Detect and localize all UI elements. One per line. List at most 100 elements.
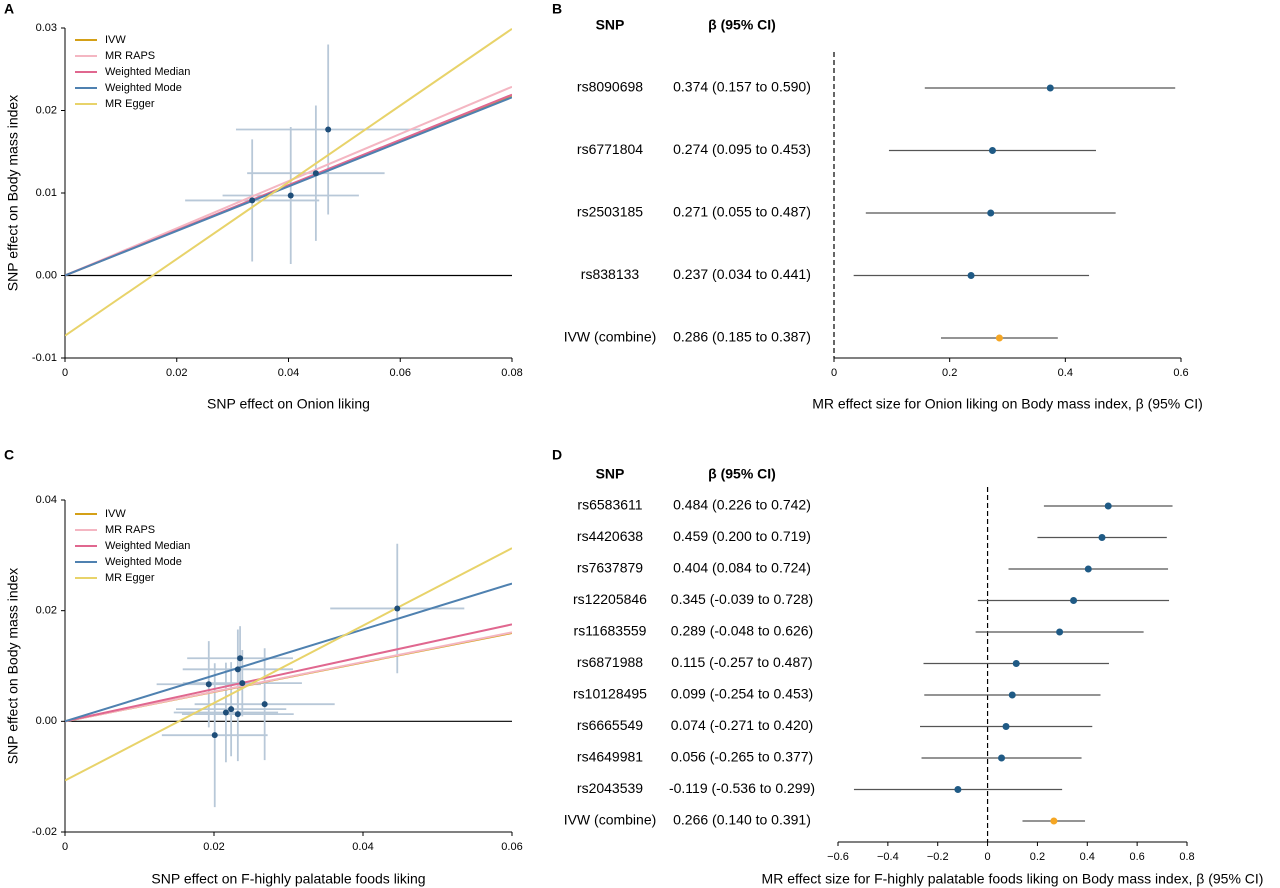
x-tick-label: −0.6 <box>827 851 849 863</box>
point <box>228 706 235 713</box>
x-tick-label: 0.06 <box>390 367 411 379</box>
x-tick-label: 0.6 <box>1129 851 1144 863</box>
estimate-point <box>1012 660 1020 667</box>
snp-label: rs6583611 <box>577 497 642 513</box>
estimate-label: 0.074 (-0.271 to 0.420) <box>671 717 813 733</box>
estimate-label: 0.274 (0.095 to 0.453) <box>673 141 811 157</box>
snp-label: IVW (combine) <box>564 329 657 345</box>
snp-label: IVW (combine) <box>564 812 657 828</box>
x-tick-label: 0.04 <box>352 841 373 853</box>
snp-label: rs4420638 <box>577 528 643 544</box>
panel-letter: B <box>552 1 562 17</box>
snp-label: rs10128495 <box>573 686 647 702</box>
snp-label: rs6771804 <box>577 141 643 157</box>
fit-line <box>65 96 512 277</box>
x-axis-label: SNP effect on Onion liking <box>207 396 370 412</box>
x-axis-label: MR effect size for F-highly palatable fo… <box>762 871 1264 887</box>
y-tick-label: 0.04 <box>36 494 57 506</box>
estimate-point <box>987 209 995 217</box>
legend-label: MR Egger <box>105 572 155 584</box>
snp-label: rs2503185 <box>577 204 643 220</box>
legend-label: Weighted Mode <box>105 556 182 568</box>
legend-label: MR Egger <box>105 98 155 110</box>
legend-label: Weighted Mode <box>105 82 182 94</box>
x-tick-label: 0.6 <box>1173 367 1188 379</box>
estimate-label: 0.484 (0.226 to 0.742) <box>673 497 811 513</box>
panel-letter: C <box>4 447 14 463</box>
estimate-label: 0.374 (0.157 to 0.590) <box>673 79 811 95</box>
estimate-point <box>954 786 962 793</box>
column-header: SNP <box>596 17 625 33</box>
x-axis-label: SNP effect on F-highly palatable foods l… <box>151 871 425 887</box>
estimate-point <box>988 147 996 154</box>
y-tick-label: 0.02 <box>36 605 57 617</box>
y-axis-label: SNP effect on Body mass index <box>5 568 21 764</box>
estimate-point <box>1050 817 1058 825</box>
fit-lines <box>65 547 512 782</box>
column-header: β (95% CI) <box>708 17 776 33</box>
estimate-label: 0.115 (-0.257 to 0.487) <box>671 654 812 670</box>
point <box>249 197 256 204</box>
fit-line <box>65 582 512 723</box>
panel-letter: A <box>4 1 14 17</box>
y-axis-label: SNP effect on Body mass index <box>5 95 21 291</box>
x-tick-label: 0.2 <box>1030 851 1045 863</box>
snp-label: rs6665549 <box>577 717 643 733</box>
x-tick-label: 0.02 <box>166 367 187 379</box>
x-tick-label: −0.4 <box>877 851 899 863</box>
x-tick-label: 0 <box>985 851 991 863</box>
fit-line <box>65 547 512 782</box>
point <box>205 681 212 688</box>
estimate-label: -0.119 (-0.536 to 0.299) <box>669 780 815 796</box>
point <box>394 605 401 612</box>
estimate-point <box>1070 597 1078 604</box>
snp-label: rs838133 <box>581 266 640 282</box>
x-tick-label: 0 <box>62 367 68 379</box>
snp-label: rs8090698 <box>577 79 643 95</box>
point <box>287 192 294 199</box>
x-tick-label: 0.4 <box>1080 851 1095 863</box>
estimate-point <box>1008 691 1016 699</box>
snp-label: rs11683559 <box>574 623 647 639</box>
y-tick-label: 0.00 <box>36 269 57 281</box>
point <box>222 709 229 716</box>
estimate-point <box>1002 723 1010 730</box>
estimate-point <box>1098 534 1106 541</box>
snp-label: rs7637879 <box>577 560 643 576</box>
y-tick-label: -0.02 <box>32 826 57 838</box>
estimate-point <box>1084 565 1092 573</box>
point <box>239 680 246 687</box>
estimate-label: 0.289 (-0.048 to 0.626) <box>671 623 813 639</box>
x-tick-label: 0.8 <box>1179 851 1194 863</box>
x-tick-label: 0 <box>831 367 837 379</box>
estimate-point <box>1056 628 1064 636</box>
y-tick-label: 0.03 <box>36 22 57 34</box>
point <box>237 655 244 662</box>
legend-label: IVW <box>105 34 126 46</box>
legend-label: Weighted Median <box>105 540 190 552</box>
estimate-label: 0.056 (-0.265 to 0.377) <box>671 749 813 765</box>
fit-line <box>65 623 512 723</box>
fit-line <box>65 28 512 337</box>
point <box>211 732 218 739</box>
estimate-point <box>1104 502 1112 510</box>
estimate-label: 0.459 (0.200 to 0.719) <box>673 528 811 544</box>
estimate-point <box>995 334 1003 342</box>
x-axis-label: MR effect size for Onion liking on Body … <box>812 396 1203 412</box>
point <box>234 711 241 718</box>
x-tick-label: 0.2 <box>942 367 957 379</box>
x-tick-label: −0.2 <box>927 851 949 863</box>
point <box>325 126 332 133</box>
x-tick-label: 0.06 <box>501 841 522 853</box>
legend-label: MR RAPS <box>105 524 155 536</box>
estimate-label: 0.286 (0.185 to 0.387) <box>673 329 811 345</box>
estimate-label: 0.266 (0.140 to 0.391) <box>673 812 811 828</box>
legend-label: Weighted Median <box>105 66 190 78</box>
x-tick-label: 0 <box>62 841 68 853</box>
estimate-label: 0.099 (-0.254 to 0.453) <box>671 686 813 702</box>
legend-label: MR RAPS <box>105 50 155 62</box>
x-tick-label: 0.02 <box>203 841 224 853</box>
fit-line <box>65 631 512 723</box>
y-tick-label: -0.01 <box>32 352 57 364</box>
